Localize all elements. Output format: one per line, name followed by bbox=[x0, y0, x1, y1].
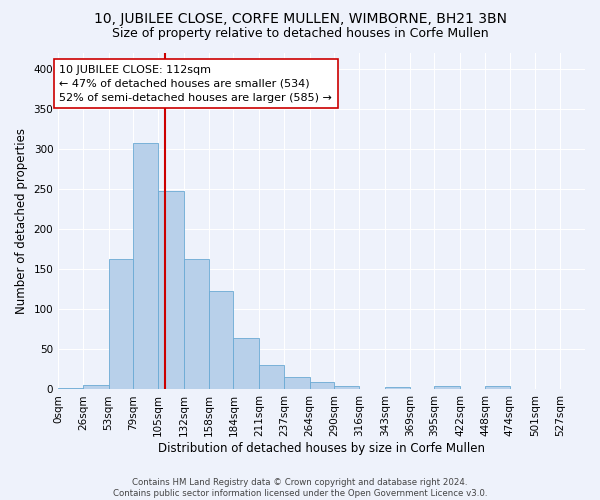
Bar bbox=[485, 386, 510, 390]
Bar bbox=[434, 386, 460, 390]
Y-axis label: Number of detached properties: Number of detached properties bbox=[15, 128, 28, 314]
Bar bbox=[109, 258, 133, 390]
Bar bbox=[233, 338, 259, 390]
Bar bbox=[184, 258, 209, 390]
Bar bbox=[209, 291, 233, 390]
Text: Contains HM Land Registry data © Crown copyright and database right 2024.
Contai: Contains HM Land Registry data © Crown c… bbox=[113, 478, 487, 498]
Bar bbox=[259, 364, 284, 390]
Bar bbox=[158, 192, 184, 390]
Text: Size of property relative to detached houses in Corfe Mullen: Size of property relative to detached ho… bbox=[112, 28, 488, 40]
Bar bbox=[385, 387, 410, 390]
Bar bbox=[133, 143, 158, 390]
Bar bbox=[58, 388, 83, 390]
Bar bbox=[284, 376, 310, 390]
X-axis label: Distribution of detached houses by size in Corfe Mullen: Distribution of detached houses by size … bbox=[158, 442, 485, 455]
Bar bbox=[83, 386, 109, 390]
Bar bbox=[310, 382, 334, 390]
Text: 10, JUBILEE CLOSE, CORFE MULLEN, WIMBORNE, BH21 3BN: 10, JUBILEE CLOSE, CORFE MULLEN, WIMBORN… bbox=[94, 12, 506, 26]
Bar bbox=[334, 386, 359, 390]
Text: 10 JUBILEE CLOSE: 112sqm
← 47% of detached houses are smaller (534)
52% of semi-: 10 JUBILEE CLOSE: 112sqm ← 47% of detach… bbox=[59, 64, 332, 102]
